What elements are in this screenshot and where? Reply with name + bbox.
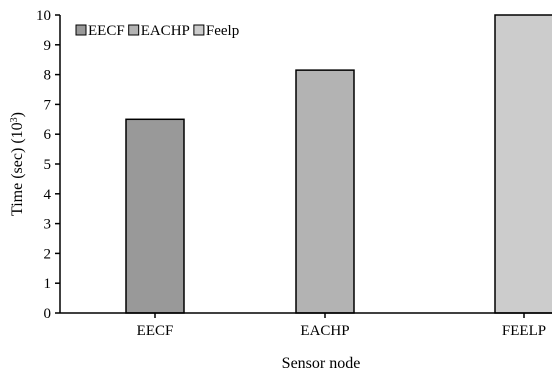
bar-eachp [295,69,355,314]
legend-label: EACHP [141,23,190,39]
y-tick-label: 8 [44,68,52,84]
legend-label: EECF [88,23,125,39]
y-axis-title-suffix: ) [9,112,26,117]
y-tick-label: 5 [44,157,52,173]
legend-swatch [128,24,140,36]
y-tick-label: 0 [44,306,52,322]
y-tick-label: 9 [44,38,52,54]
x-axis-title: Sensor node [282,355,361,372]
y-axis-title: Time (sec) (103) [9,112,27,216]
y-axis-title-main: Time (sec) (10 [9,122,26,216]
bar-feelp [494,14,552,314]
x-tick-label: FEELP [502,323,546,339]
legend-swatch [75,24,87,36]
y-tick-label: 4 [44,187,52,203]
y-tick-label: 2 [44,246,52,262]
legend: EECF EACHP Feelp [75,23,239,39]
x-ticks: EECF EACHP FEELP [137,313,546,339]
bar-eecf [125,118,185,314]
legend-swatch [193,24,205,36]
y-tick-label: 7 [44,97,52,113]
y-ticks: 0 1 2 3 4 5 6 7 8 9 10 [36,8,60,322]
y-tick-label: 1 [44,276,52,292]
legend-label: Feelp [206,23,239,39]
bars-layer [125,14,552,314]
y-tick-label: 6 [44,127,52,143]
x-tick-label: EACHP [300,323,349,339]
y-tick-label: 10 [36,8,51,24]
x-tick-label: EECF [137,323,174,339]
y-axis-title-exponent: 3 [9,117,20,122]
y-tick-label: 3 [44,217,52,233]
